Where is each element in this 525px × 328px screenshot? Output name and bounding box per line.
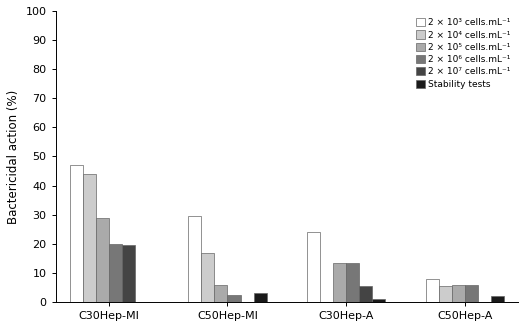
Bar <box>109 244 122 302</box>
Bar <box>188 216 202 302</box>
Bar <box>359 286 372 302</box>
Bar <box>372 299 385 302</box>
Bar <box>426 279 438 302</box>
Bar <box>122 245 135 302</box>
Bar <box>254 293 267 302</box>
Bar <box>438 286 452 302</box>
Bar <box>452 285 465 302</box>
Bar <box>333 263 346 302</box>
Bar <box>346 263 359 302</box>
Bar <box>96 217 109 302</box>
Bar <box>70 165 83 302</box>
Bar <box>307 232 320 302</box>
Bar <box>83 174 96 302</box>
Bar <box>202 253 214 302</box>
Y-axis label: Bactericidal action (%): Bactericidal action (%) <box>7 89 20 224</box>
Bar <box>227 295 240 302</box>
Legend: 2 × 10³ cells.mL⁻¹, 2 × 10⁴ cells.mL⁻¹, 2 × 10⁵ cells.mL⁻¹, 2 × 10⁶ cells.mL⁻¹, : 2 × 10³ cells.mL⁻¹, 2 × 10⁴ cells.mL⁻¹, … <box>413 15 513 92</box>
Bar <box>491 296 504 302</box>
Bar <box>465 285 478 302</box>
Bar <box>214 285 227 302</box>
